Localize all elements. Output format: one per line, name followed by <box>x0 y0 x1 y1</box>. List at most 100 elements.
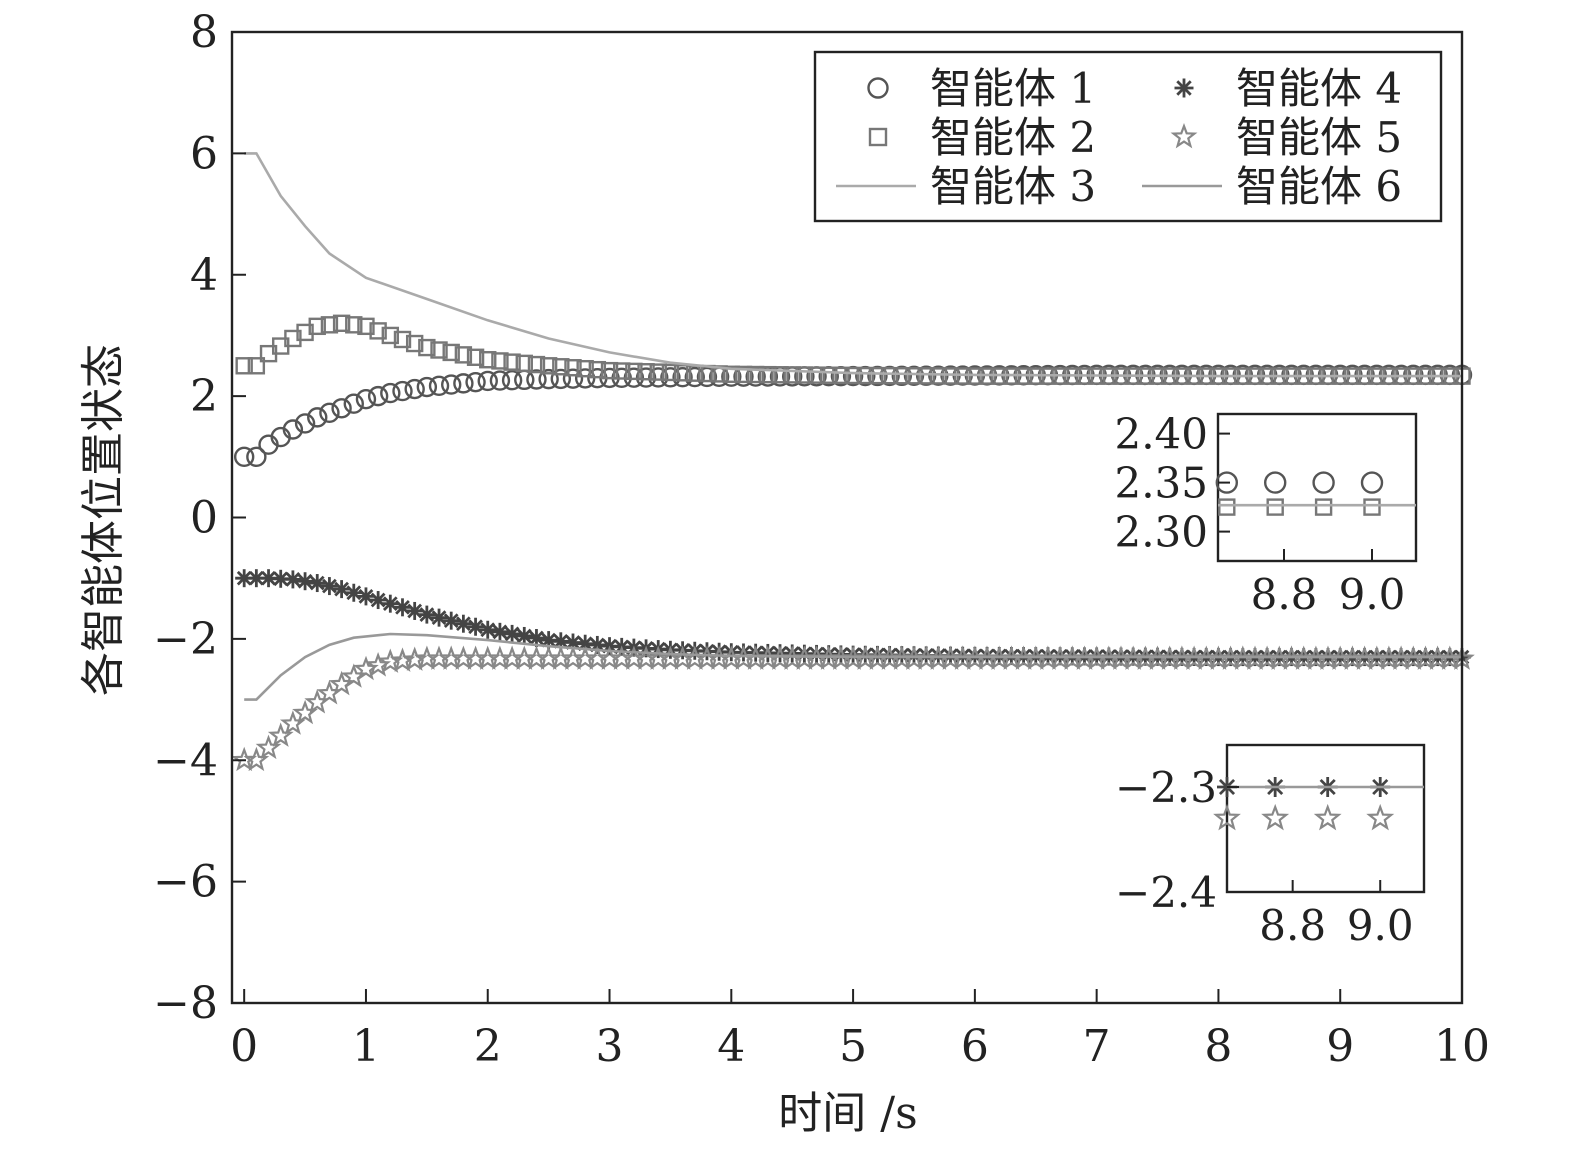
y-tick-label: −8 <box>153 978 218 1029</box>
series-2-point <box>479 351 497 369</box>
inset-point <box>1313 803 1342 831</box>
x-tick-label: 1 <box>352 1021 380 1072</box>
legend-box <box>813 50 1443 223</box>
series-3 <box>244 152 1462 378</box>
series-2-point <box>393 330 412 349</box>
inset-x-tick-label: 8.8 <box>1259 901 1326 950</box>
series-1-point <box>367 385 389 407</box>
inset-frame <box>1225 743 1426 894</box>
series-2-point <box>625 362 643 381</box>
series-2-point <box>929 367 948 385</box>
x-tick-label: 5 <box>839 1021 867 1072</box>
inset-point <box>1366 803 1395 831</box>
y-axis-label: 各智能体位置状态 <box>78 344 129 696</box>
series-4-point <box>344 583 363 602</box>
series-5-point <box>255 734 282 760</box>
series-2-point <box>357 317 375 336</box>
series-4-point <box>454 614 473 633</box>
series-1-point <box>903 365 925 386</box>
series-2-point <box>600 361 619 380</box>
series-2-point <box>771 366 789 384</box>
series-2-point <box>345 316 363 334</box>
series-2-point <box>880 366 899 385</box>
inset-point <box>1314 498 1333 516</box>
series-4-point <box>247 569 266 588</box>
series-2-point <box>539 357 558 375</box>
series-1-point <box>489 370 511 391</box>
main-plot: 0 1 2 3 4 5 6 7 8 9 10 8 6 4 2 0 −2 −4 −6 −8 <box>153 7 1490 1072</box>
series-2-point <box>917 367 935 385</box>
y-tick-label: −6 <box>153 857 218 908</box>
series-1-point <box>684 366 705 388</box>
series-2-point <box>405 334 424 353</box>
series-2-point <box>503 353 521 371</box>
series-2-point <box>746 365 765 384</box>
series-1-point <box>233 446 255 468</box>
legend-marker <box>867 77 889 99</box>
x-tick-label: 9 <box>1326 1021 1354 1072</box>
series-1-point <box>392 380 413 402</box>
series-2-point <box>905 367 923 385</box>
series-1-point <box>660 367 681 388</box>
series-4-point <box>430 608 449 627</box>
series-2-point <box>673 364 692 382</box>
inset-point <box>1263 471 1287 494</box>
series-1-point <box>538 368 559 390</box>
series-2-point <box>661 363 680 382</box>
series-5-point <box>401 646 428 671</box>
legend-label: 智能体 1 <box>930 64 1096 113</box>
series-2-point <box>576 359 594 378</box>
legend-label: 智能体 3 <box>930 162 1096 211</box>
series-6 <box>244 632 1462 701</box>
y-tick-label: −4 <box>153 735 218 786</box>
series-5-point <box>389 647 416 672</box>
series-2-point <box>552 358 570 376</box>
series-1-point <box>441 374 462 395</box>
inset-point <box>1266 498 1284 516</box>
series-4-point <box>259 569 278 588</box>
series-4-point <box>466 617 485 636</box>
inset-point <box>1218 498 1236 516</box>
series-2-point <box>734 365 753 384</box>
inset-upper: 8.8 9.0 2.402.352.30 <box>1114 410 1418 619</box>
series-2-point <box>893 367 911 385</box>
series-2-point <box>454 346 473 364</box>
series-4-point <box>515 626 534 645</box>
series-1-point <box>696 366 718 388</box>
x-tick-label: 0 <box>230 1021 258 1072</box>
series-2-point <box>515 354 533 373</box>
series-1-point <box>635 367 657 388</box>
series-1-point <box>380 382 401 404</box>
series-4-point <box>296 572 315 591</box>
x-tick-label: 3 <box>596 1021 624 1072</box>
inset-lower: 8.8 9.0 −2.3 −2.4 <box>1115 743 1426 950</box>
series-2-point <box>235 357 253 375</box>
series-4-point <box>235 569 254 588</box>
series-2-point <box>832 366 850 385</box>
x-tick-label: 10 <box>1434 1021 1490 1072</box>
series-2-point <box>807 366 826 384</box>
inset-y-tick-label: 2.35 <box>1114 459 1208 508</box>
series-1-point <box>879 365 900 387</box>
inset-y-tick-label: 2.40 <box>1114 410 1208 459</box>
y-tick-label: 8 <box>190 7 218 58</box>
inset-point <box>1261 803 1290 831</box>
inset-y-tick-label: 2.30 <box>1114 508 1208 557</box>
series-2-point <box>820 366 838 384</box>
series-1-point <box>465 371 486 393</box>
series-2-point <box>442 343 460 362</box>
series-1-point <box>574 368 596 389</box>
series-1-point <box>915 365 937 386</box>
series-4-point <box>356 587 375 606</box>
series-1-point <box>501 370 523 391</box>
series-2-point <box>588 360 607 379</box>
series-1-point <box>404 378 425 400</box>
series-2-point <box>418 338 436 357</box>
series-4-point <box>442 611 461 630</box>
series-2-point <box>332 314 351 332</box>
legend-label: 智能体 5 <box>1236 113 1402 162</box>
series-2-point <box>783 366 801 384</box>
series-2-point <box>637 363 655 381</box>
